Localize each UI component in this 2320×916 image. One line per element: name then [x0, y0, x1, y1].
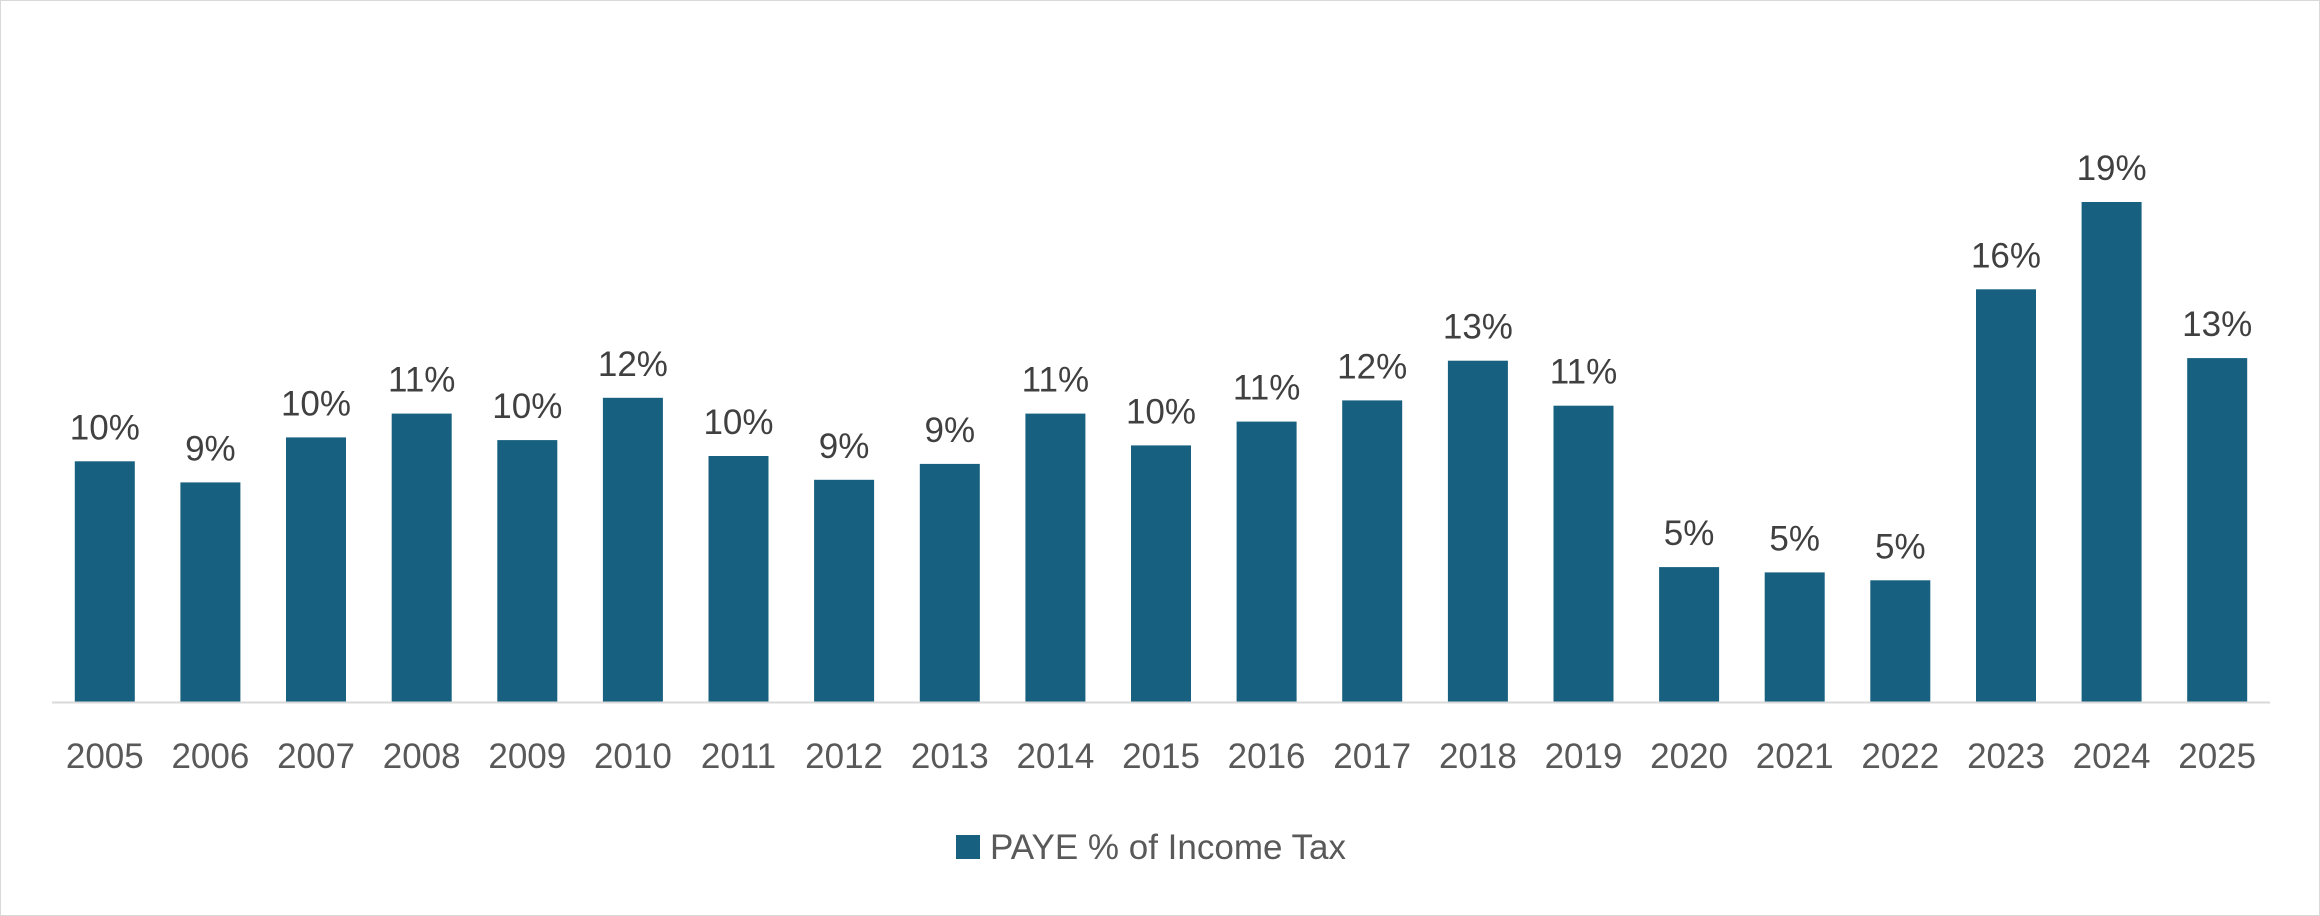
data-label-2018: 13% [1443, 308, 1513, 347]
data-label-2022: 5% [1875, 527, 1926, 566]
bar-2015 [1131, 445, 1191, 702]
bar-2008 [391, 413, 452, 702]
x-tick-2017: 2017 [1333, 737, 1411, 776]
bar-2013 [919, 463, 980, 702]
x-tick-2010: 2010 [594, 737, 672, 776]
data-labels-group: 10% 9% 10% 11% 10% 12% 10% 9% 9% 11% 10% 11% 12% 13% 1… [70, 149, 2252, 566]
bar-2010 [602, 397, 663, 702]
data-label-2024: 19% [2077, 149, 2147, 188]
data-label-2013: 9% [925, 411, 976, 450]
x-tick-2005: 2005 [66, 737, 144, 776]
x-tick-2011: 2011 [701, 737, 776, 776]
data-label-2005: 10% [70, 408, 140, 447]
bar-2007 [286, 437, 346, 702]
data-label-2020: 5% [1664, 514, 1715, 553]
legend: PAYE % of Income Tax [956, 828, 1346, 867]
bar-2022 [1870, 580, 1931, 702]
x-tick-2009: 2009 [488, 737, 566, 776]
x-tick-2006: 2006 [171, 737, 249, 776]
x-tick-2013: 2013 [911, 737, 989, 776]
x-tick-2019: 2019 [1545, 737, 1623, 776]
x-tick-2012: 2012 [805, 737, 883, 776]
bar-2006 [180, 482, 241, 702]
data-label-2009: 10% [492, 387, 562, 426]
bar-2018 [1447, 360, 1508, 702]
data-label-2023: 16% [1971, 236, 2041, 275]
bar-2009 [497, 440, 558, 702]
data-label-2019: 11% [1550, 353, 1617, 392]
data-label-2014: 11% [1022, 361, 1089, 400]
x-tick-2023: 2023 [1967, 737, 2045, 776]
bar-2021 [1764, 572, 1825, 702]
x-tick-2014: 2014 [1016, 737, 1094, 776]
data-label-2017: 12% [1337, 347, 1407, 386]
x-tick-labels-group: 2005 2006 2007 2008 2009 2010 2011 2012 2013 2014… [66, 737, 2256, 776]
data-label-2008: 11% [388, 361, 455, 400]
x-tick-2008: 2008 [383, 737, 461, 776]
data-label-2007: 10% [281, 384, 351, 423]
bar-2023 [1976, 289, 2036, 702]
legend-label: PAYE % of Income Tax [990, 828, 1346, 867]
data-label-2025: 13% [2182, 305, 2252, 344]
bar-2014 [1025, 413, 1086, 702]
x-tick-2025: 2025 [2178, 737, 2256, 776]
data-label-2010: 12% [598, 345, 668, 384]
data-label-2021: 5% [1769, 519, 1820, 558]
data-label-2011: 10% [703, 403, 773, 442]
x-tick-2007: 2007 [277, 737, 355, 776]
x-tick-2022: 2022 [1861, 737, 1939, 776]
x-tick-2024: 2024 [2073, 737, 2151, 776]
legend-swatch [956, 835, 980, 859]
data-label-2015: 10% [1126, 392, 1196, 431]
bar-2011 [708, 456, 769, 702]
data-label-2012: 9% [819, 427, 870, 466]
x-tick-2015: 2015 [1122, 737, 1200, 776]
x-tick-2020: 2020 [1650, 737, 1728, 776]
bar-2024 [2081, 202, 2142, 702]
bar-2005 [74, 461, 135, 702]
bar-2016 [1236, 421, 1297, 702]
data-label-2016: 11% [1233, 369, 1300, 408]
x-tick-2018: 2018 [1439, 737, 1517, 776]
bar-2020 [1659, 567, 1720, 702]
bar-2025 [2187, 358, 2248, 702]
bar-2019 [1553, 405, 1614, 702]
x-tick-2021: 2021 [1756, 737, 1834, 776]
bars-group [74, 202, 2248, 702]
x-tick-2016: 2016 [1228, 737, 1306, 776]
bar-2017 [1342, 400, 1403, 702]
data-label-2006: 9% [185, 429, 236, 468]
bar-2012 [814, 479, 875, 702]
